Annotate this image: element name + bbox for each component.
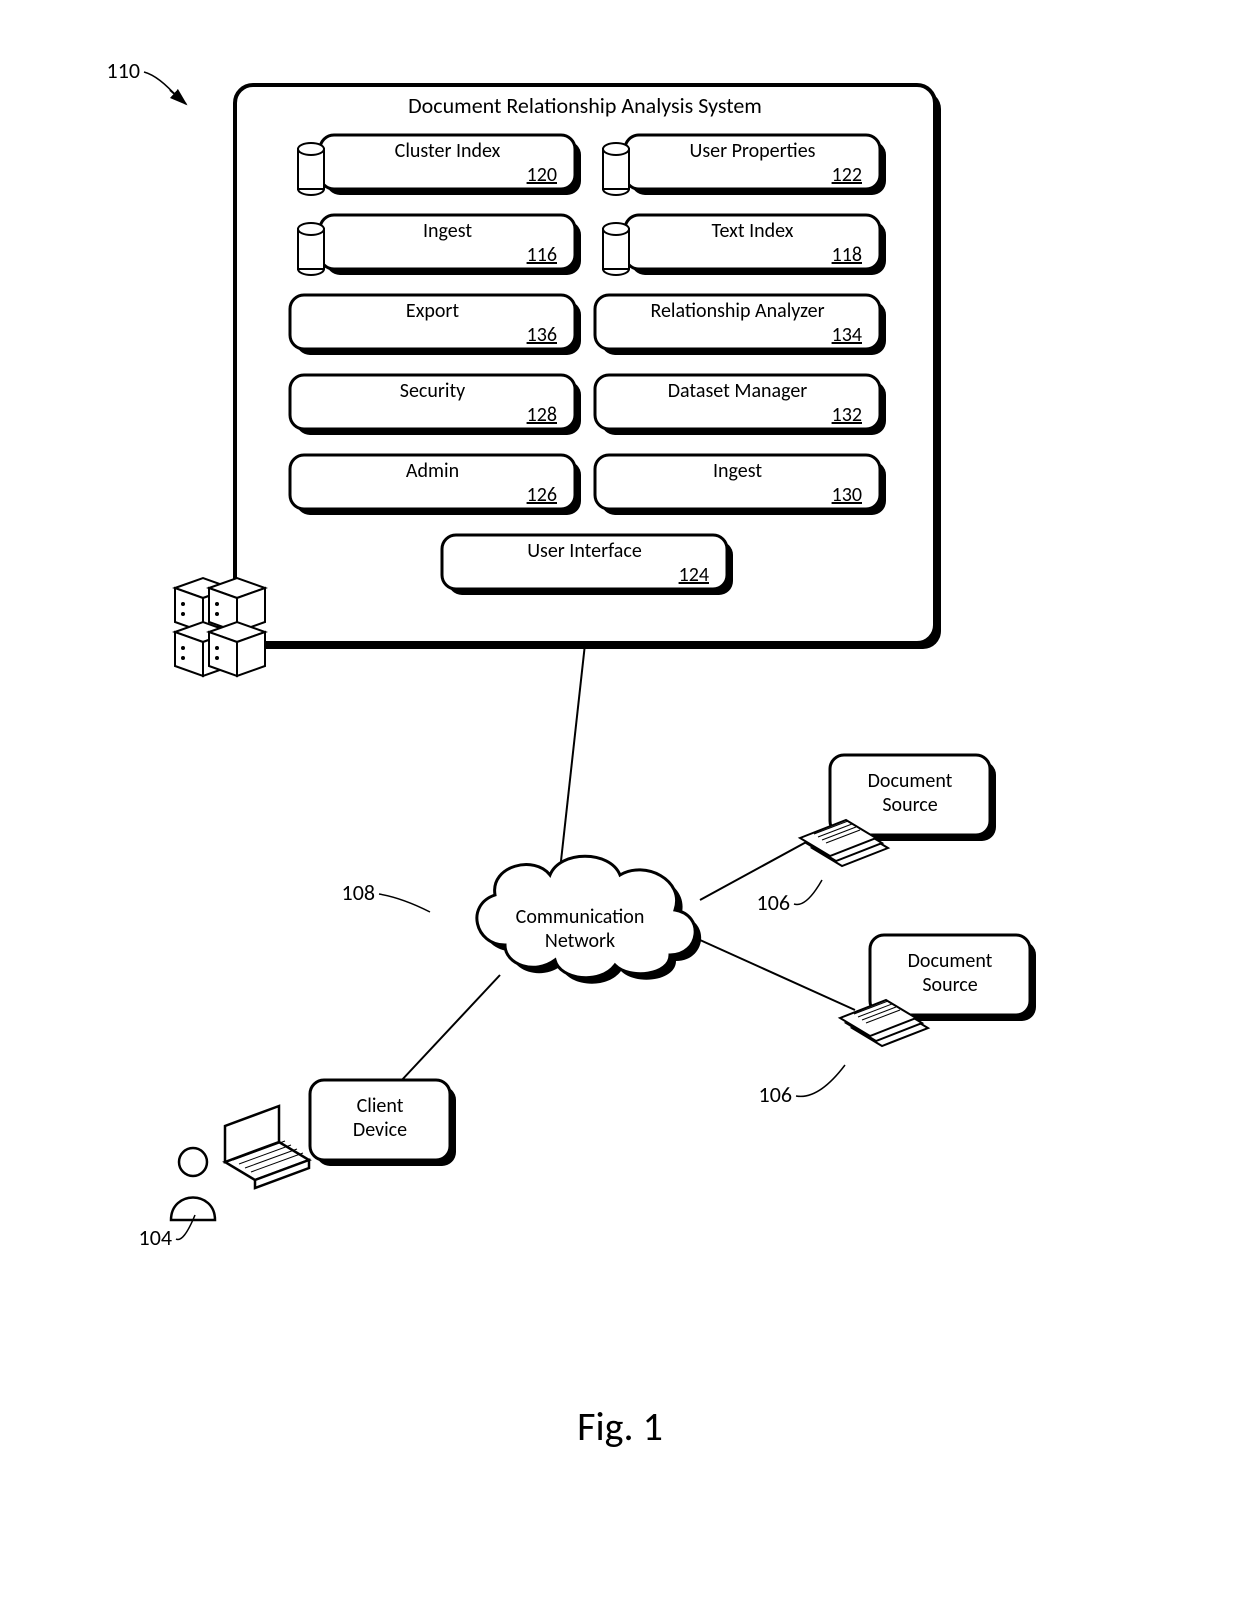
module-label: User Properties	[690, 139, 816, 163]
module-label: Ingest	[423, 219, 472, 243]
ref-label: 104	[139, 1224, 172, 1251]
module-label: Dataset Manager	[668, 379, 808, 403]
figure-label: Fig. 1	[577, 1402, 663, 1451]
module-label: Text Index	[712, 219, 794, 243]
client-label: Device	[353, 1118, 407, 1142]
server-icon	[175, 578, 265, 676]
user-laptop-icon	[171, 1106, 309, 1220]
callout-line	[379, 894, 430, 912]
module-number: 122	[832, 163, 862, 187]
module-label: Cluster Index	[395, 139, 501, 163]
module-label: Relationship Analyzer	[650, 299, 824, 323]
doc-source-label: Document	[908, 949, 993, 973]
doc-source-label: Document	[868, 769, 953, 793]
ref-label: 106	[759, 1081, 792, 1108]
module-number: 132	[832, 403, 862, 427]
callout-line	[796, 1065, 845, 1096]
ref-label: 106	[757, 889, 790, 916]
edge	[560, 644, 585, 870]
module-number: 124	[679, 563, 709, 587]
system-title: Document Relationship Analysis System	[408, 92, 762, 119]
ref-arrow	[170, 90, 186, 104]
module-label: Export	[406, 299, 459, 323]
module-label: Security	[400, 379, 465, 403]
module-number: 118	[832, 243, 862, 267]
callout-line	[794, 880, 822, 905]
module-number: 130	[832, 483, 862, 507]
module-label: User Interface	[527, 539, 642, 563]
module-number: 128	[527, 403, 557, 427]
cloud-label: Communication	[516, 905, 645, 929]
doc-source-label: Source	[882, 793, 937, 817]
module-label: Admin	[406, 459, 459, 483]
edge	[700, 940, 855, 1010]
ref-label: 108	[342, 879, 375, 906]
edge	[700, 840, 810, 900]
module-label: Ingest	[713, 459, 762, 483]
module-number: 134	[832, 323, 862, 347]
cloud-label: Network	[545, 929, 615, 953]
module-number: 120	[527, 163, 557, 187]
module-number: 136	[527, 323, 557, 347]
doc-source-label: Source	[922, 973, 977, 997]
client-label: Client	[357, 1094, 404, 1118]
edge	[400, 975, 500, 1082]
module-number: 116	[527, 243, 557, 267]
ref-label: 110	[107, 57, 140, 84]
module-number: 126	[527, 483, 557, 507]
callout-line	[144, 72, 178, 98]
